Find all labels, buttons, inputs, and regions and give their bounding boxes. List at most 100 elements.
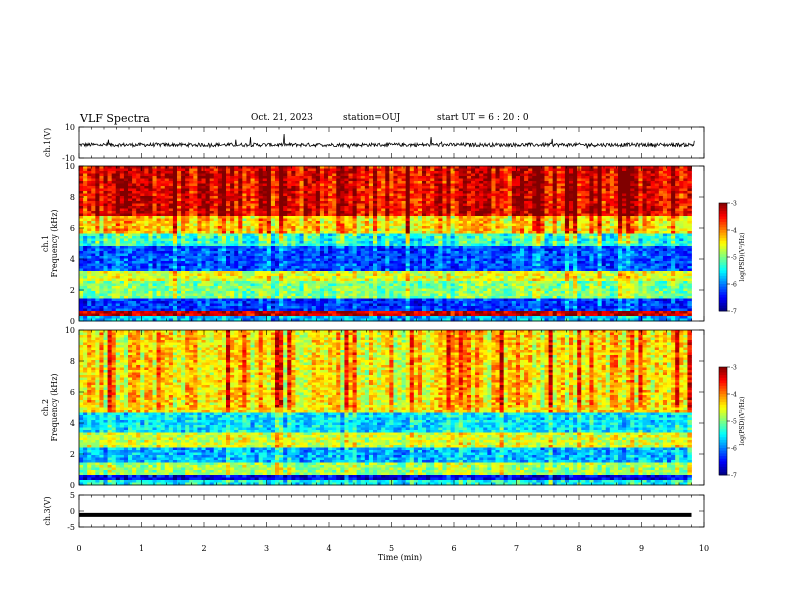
spectrogram-cell <box>148 173 153 177</box>
spectrogram-cell <box>275 226 280 229</box>
spectrogram-cell <box>205 216 211 219</box>
spectrogram-cell <box>193 196 198 199</box>
spectrogram-cell <box>307 218 313 222</box>
spectrogram-cell <box>132 188 137 192</box>
spectrogram-cell <box>466 181 472 184</box>
spectrogram-cell <box>136 238 141 242</box>
spectrogram-cell <box>242 206 247 209</box>
spectrogram-cell <box>618 181 623 184</box>
spectrogram-cell <box>458 213 464 217</box>
spectrogram-cell <box>246 178 251 182</box>
spectrogram-cell <box>328 166 333 169</box>
spectrogram-cell <box>189 211 194 214</box>
spectrogram-cell <box>679 208 684 212</box>
spectrogram-cell <box>577 188 582 192</box>
spectrogram-cell <box>172 181 178 184</box>
spectrogram-cell <box>128 188 133 192</box>
spectrogram-cell <box>262 178 268 182</box>
spectrogram-cell <box>95 181 100 184</box>
spectrogram-cell <box>79 231 84 234</box>
spectrogram-cell <box>409 173 415 177</box>
spectrogram-cell <box>254 238 260 242</box>
spectrogram-cell <box>230 223 235 227</box>
spectrogram-cell <box>462 216 468 219</box>
spectrogram-cell <box>540 243 545 247</box>
spectrogram-cell <box>438 173 443 177</box>
spectrogram-cell <box>352 168 358 172</box>
spectrogram-cell <box>368 231 374 234</box>
spectrogram-cell <box>671 188 676 192</box>
spectrogram-cell <box>193 181 198 184</box>
spectrogram-cell <box>291 176 296 179</box>
spectrogram-cell <box>83 246 88 249</box>
spectrogram-cell <box>193 191 198 194</box>
spectrogram-cell <box>422 183 427 187</box>
spectrogram-cell <box>601 173 607 177</box>
spectrogram-cell <box>201 193 206 197</box>
spectrogram-cell <box>291 221 296 224</box>
spectrogram-cell <box>136 208 141 212</box>
spectrogram-cell <box>148 221 153 224</box>
spectrogram-cell <box>91 193 96 197</box>
spectrogram-cell <box>221 228 227 232</box>
spectrogram-cell <box>315 186 321 189</box>
spectrogram-cell <box>434 201 439 204</box>
spectrogram-cell <box>613 188 619 192</box>
spectrogram-cell <box>119 241 125 244</box>
spectrogram-cell <box>148 178 153 182</box>
spectrogram-cell <box>246 228 251 232</box>
spectrogram-cell <box>564 231 570 234</box>
spectrogram-cell <box>609 246 615 249</box>
spectrogram-cell <box>454 196 460 199</box>
spectrogram-cell <box>164 196 170 199</box>
spectrogram-cell <box>487 173 492 177</box>
spectrogram-cell <box>226 173 231 177</box>
spectrogram-cell <box>221 221 227 224</box>
spectrogram-cell <box>213 191 219 194</box>
spectrogram-cell <box>634 236 639 239</box>
spectrogram-cell <box>524 226 529 229</box>
spectrogram-cell <box>311 216 317 219</box>
spectrogram-cell <box>201 213 206 217</box>
spectrogram-cell <box>238 173 243 177</box>
spectrogram-cell <box>479 176 484 179</box>
spectrogram-cell <box>401 201 407 204</box>
spectrogram-cell <box>164 233 170 237</box>
spectrogram-cell <box>336 213 341 217</box>
spectrogram-cell <box>360 173 366 177</box>
spectrogram-cell <box>511 188 517 192</box>
spectrogram-cell <box>381 176 386 179</box>
spectrogram-cell <box>389 176 394 179</box>
spectrogram-cell <box>328 181 333 184</box>
spectrogram-cell <box>177 226 182 229</box>
spectrogram-cell <box>479 178 484 182</box>
spectrogram-cell <box>377 176 382 179</box>
spectrogram-cell <box>279 246 284 249</box>
spectrogram-cell <box>564 181 570 184</box>
spectrogram-cell <box>193 248 198 252</box>
spectrogram-cell <box>654 186 660 189</box>
spectrogram-cell <box>209 193 215 197</box>
spectrogram-cell <box>634 238 639 242</box>
spectrogram-cell <box>287 221 292 224</box>
spectrogram-cell <box>319 173 325 177</box>
spectrogram-cell <box>275 216 280 219</box>
spectrogram-cell <box>573 238 578 242</box>
spectrogram-cell <box>471 181 476 184</box>
spectrogram-cell <box>377 166 382 169</box>
spectrogram-cell <box>438 226 443 229</box>
spectrogram-cell <box>581 246 586 249</box>
spectrogram-cell <box>581 223 586 227</box>
spectrogram-cell <box>487 228 492 232</box>
spectrogram-cell <box>266 221 272 224</box>
spectrogram-cell <box>605 193 611 197</box>
spectrogram-cell <box>413 213 419 217</box>
spectrogram-cell <box>683 206 688 209</box>
spectrogram-cell <box>262 223 268 227</box>
spectrogram-cell <box>446 228 451 232</box>
spectrogram-cell <box>91 183 96 187</box>
spectrogram-cell <box>577 183 582 187</box>
spectrogram-cell <box>319 233 325 237</box>
spectrogram-cell <box>107 246 113 249</box>
spectrogram-cell <box>356 238 362 242</box>
